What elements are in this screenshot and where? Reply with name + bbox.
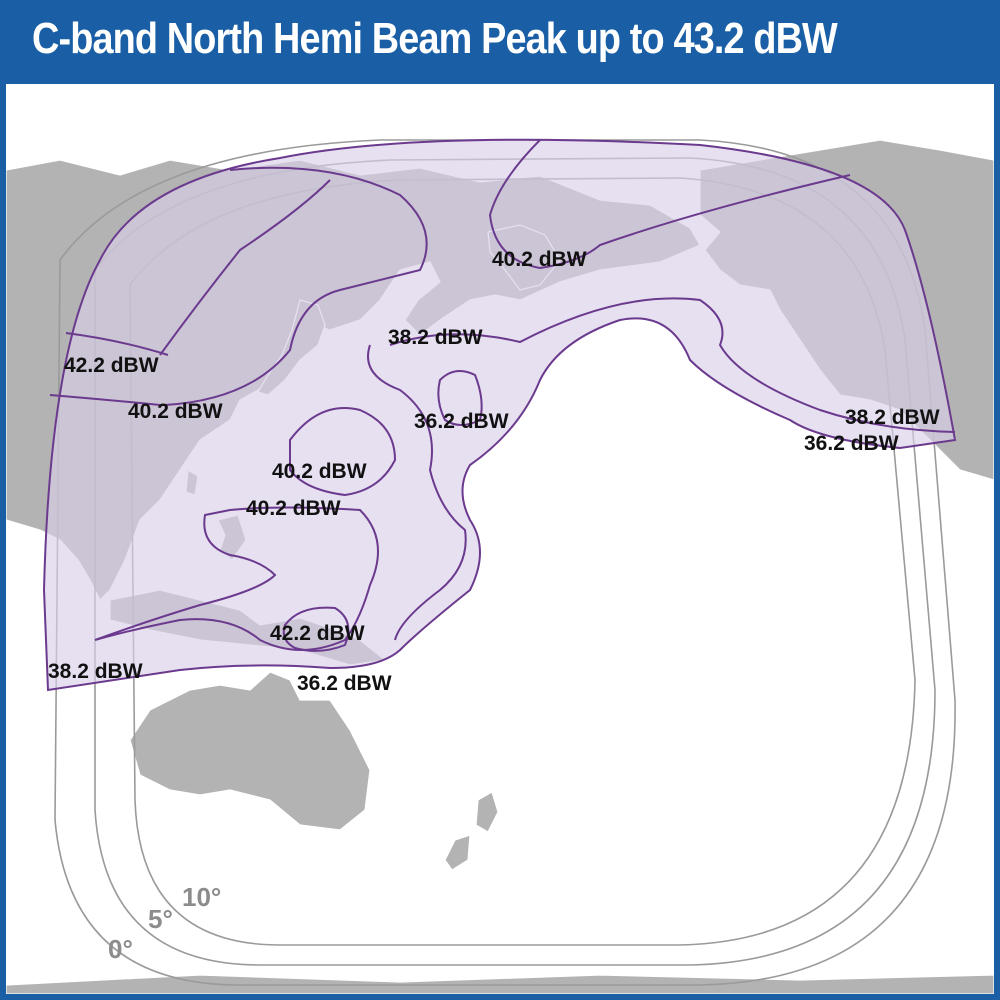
contour-36-2-north bbox=[367, 344, 467, 641]
label-40-2-north: 40.2 dBW bbox=[492, 248, 587, 271]
contour-38-2-north bbox=[389, 297, 956, 433]
contour-40-2-center bbox=[289, 407, 397, 497]
coverage-area bbox=[42, 138, 957, 692]
label-40-2-south: 40.2 dBW bbox=[246, 497, 341, 520]
landmass-australia bbox=[129, 671, 371, 831]
contour-42-2-south bbox=[282, 606, 350, 652]
coverage-map-svg: 42.2 dBW 40.2 dBW 40.2 dBW 38.2 dBW 36.2… bbox=[6, 84, 994, 994]
contour-small-loop bbox=[437, 370, 483, 426]
label-36-2-east: 36.2 dBW bbox=[804, 432, 899, 455]
label-36-2-north: 36.2 dBW bbox=[414, 410, 509, 433]
label-38-2-north: 38.2 dBW bbox=[388, 326, 483, 349]
contour-labels: 42.2 dBW 40.2 dBW 40.2 dBW 38.2 dBW 36.2… bbox=[48, 248, 940, 695]
contour-lines bbox=[49, 139, 956, 652]
elevation-ring-0 bbox=[54, 139, 956, 986]
contour-40-2-south bbox=[94, 506, 379, 651]
label-40-2-center: 40.2 dBW bbox=[272, 460, 367, 483]
coverage-map: 42.2 dBW 40.2 dBW 40.2 dBW 38.2 dBW 36.2… bbox=[6, 84, 994, 994]
elev-label-10: 10° bbox=[182, 882, 221, 912]
page-title: C-band North Hemi Beam Peak up to 43.2 d… bbox=[32, 14, 838, 63]
label-40-2-west: 40.2 dBW bbox=[128, 400, 223, 423]
contour-40-2-north bbox=[488, 139, 851, 270]
label-42-2-west: 42.2 dBW bbox=[64, 354, 159, 377]
elev-label-5: 5° bbox=[148, 904, 173, 934]
label-36-2-south: 36.2 dBW bbox=[297, 672, 392, 695]
landmass-new-zealand bbox=[444, 791, 499, 871]
label-42-2-south: 42.2 dBW bbox=[270, 622, 365, 645]
contour-42-2-west bbox=[49, 332, 169, 406]
contour-40-2-west bbox=[159, 166, 428, 406]
label-38-2-southwest: 38.2 dBW bbox=[48, 660, 143, 683]
label-38-2-east: 38.2 dBW bbox=[845, 406, 940, 429]
title-bar: C-band North Hemi Beam Peak up to 43.2 d… bbox=[0, 0, 1000, 84]
elevation-labels: 0° 5° 10° bbox=[108, 882, 221, 964]
elev-label-0: 0° bbox=[108, 934, 133, 964]
